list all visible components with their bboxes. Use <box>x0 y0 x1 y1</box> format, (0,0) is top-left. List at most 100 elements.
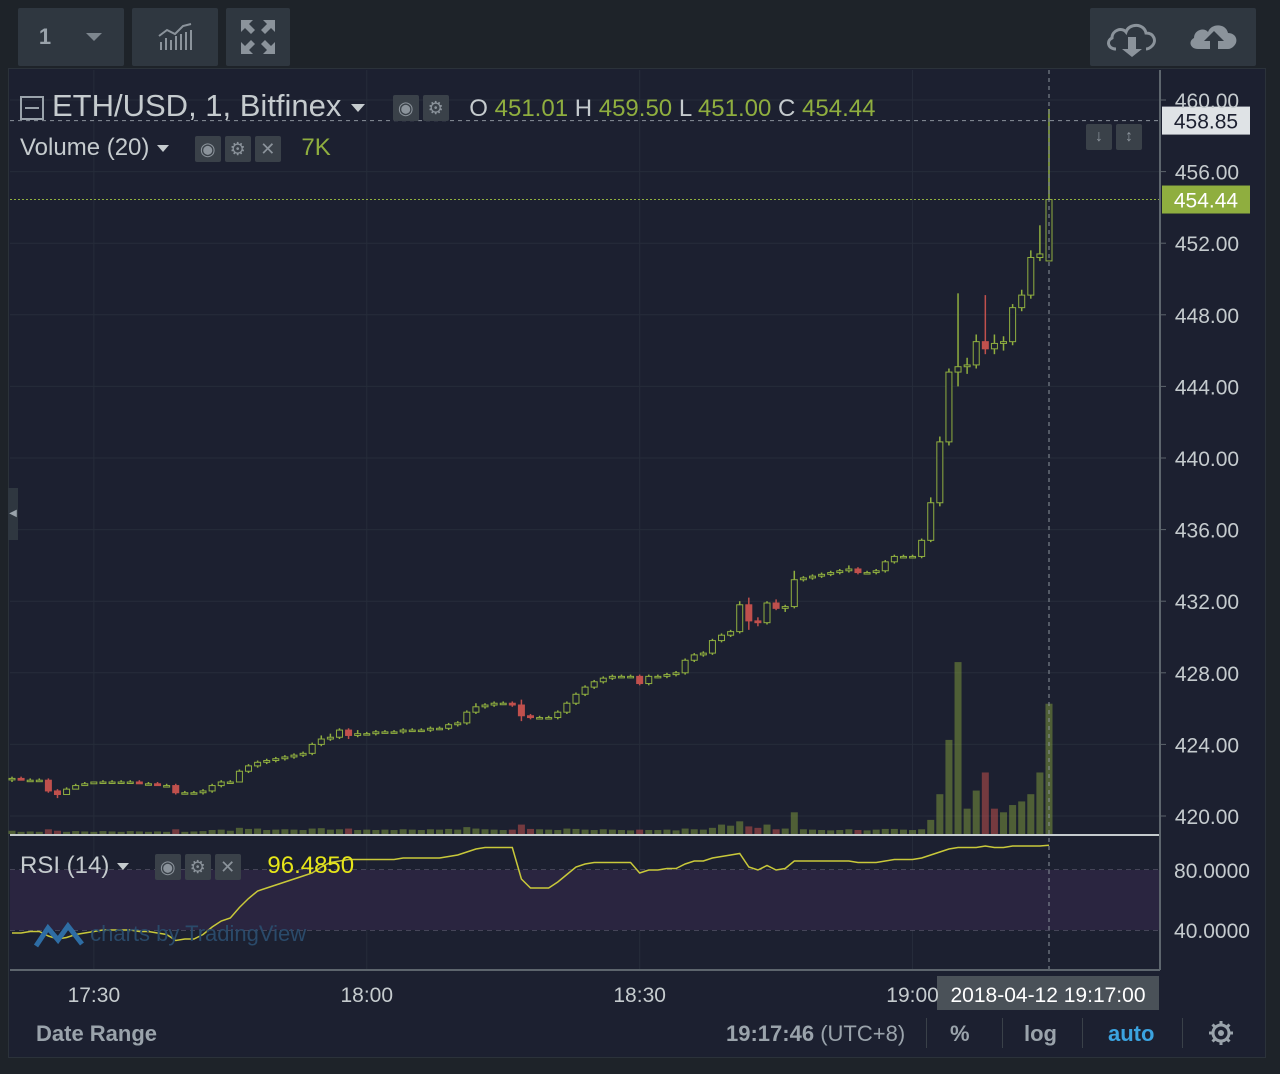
candle-body <box>8 777 16 781</box>
eye-icon[interactable]: ◉ <box>194 135 221 162</box>
candle-body <box>445 724 453 729</box>
volume-bar <box>426 829 434 834</box>
gear-icon[interactable]: ⚙ <box>422 94 449 121</box>
volume-title[interactable]: Volume (20) <box>20 134 150 161</box>
clock-tz[interactable]: (UTC+8) <box>820 1021 906 1046</box>
candle-body <box>226 781 234 784</box>
volume-bar <box>818 830 826 834</box>
gear-icon[interactable]: ⚙ <box>184 853 211 880</box>
candle-body <box>845 568 853 572</box>
fullscreen-button[interactable] <box>226 8 290 66</box>
candle <box>436 726 444 731</box>
candle <box>708 638 716 655</box>
candle <box>645 674 653 686</box>
rsi-title[interactable]: RSI (14) <box>20 852 110 879</box>
candle-body <box>836 570 844 574</box>
volume-bar <box>708 827 716 834</box>
candle <box>508 701 516 707</box>
volume-bar <box>381 829 389 834</box>
candle <box>417 728 425 733</box>
arrows-vertical-icon[interactable]: ↕ <box>1116 124 1142 150</box>
price-tick-label: 436.00 <box>1175 520 1239 543</box>
volume-bar <box>963 808 971 834</box>
volume-bar <box>527 828 534 834</box>
candle <box>981 295 989 355</box>
volume-bar <box>627 830 635 834</box>
candle-body <box>745 604 753 622</box>
candle <box>281 755 289 761</box>
candle <box>718 633 726 643</box>
candle-body <box>181 792 189 795</box>
volume-bar <box>727 825 735 834</box>
price-tick-label: 460.00 <box>1175 90 1239 113</box>
cloud-upload-icon[interactable] <box>1184 17 1244 57</box>
volume-bar <box>408 829 416 834</box>
indicators-icon <box>158 23 192 50</box>
volume-bar <box>399 829 407 834</box>
settings-gear-icon[interactable] <box>1208 1020 1234 1046</box>
open-value: 451.01 <box>494 95 569 122</box>
percent-toggle[interactable]: % <box>950 1021 970 1046</box>
volume-bar <box>654 830 662 834</box>
volume-bar <box>235 827 243 834</box>
log-toggle[interactable]: log <box>1024 1021 1057 1046</box>
volume-bar <box>217 829 225 834</box>
close-icon[interactable]: ✕ <box>254 135 281 162</box>
candle <box>627 674 635 679</box>
candle <box>954 293 962 387</box>
candle-body <box>736 604 744 633</box>
cloud-download-icon[interactable] <box>1102 17 1162 57</box>
volume-bar <box>918 829 926 834</box>
volume-bar <box>245 828 253 834</box>
volume-bar <box>190 831 198 834</box>
candle-body <box>536 717 544 720</box>
volume-bar <box>736 821 744 834</box>
volume-bar <box>690 829 698 834</box>
auto-toggle[interactable]: auto <box>1108 1021 1155 1046</box>
candle-body <box>499 702 507 706</box>
date-range-button[interactable]: Date Range <box>36 1021 158 1046</box>
collapse-sidebar-tab[interactable]: ◀ <box>8 488 18 540</box>
candle-body <box>718 634 726 642</box>
chevron-down-icon[interactable] <box>116 862 130 871</box>
eye-icon[interactable]: ◉ <box>154 853 181 880</box>
candle-body <box>517 704 525 717</box>
candle <box>781 604 789 612</box>
volume-bar <box>126 831 134 834</box>
interval-select[interactable]: 1 <box>18 8 124 66</box>
symbol-title[interactable]: ETH/USD, 1, Bitfinex <box>52 88 342 123</box>
volume-bar <box>499 830 507 834</box>
candle-body <box>199 790 207 794</box>
volume-bar <box>354 830 362 834</box>
volume-bar <box>663 829 671 834</box>
volume-bar <box>681 828 689 834</box>
candle-body <box>872 570 880 574</box>
volume-bar <box>254 828 262 834</box>
chevron-down-icon[interactable] <box>156 144 170 153</box>
volume-bar <box>899 829 907 834</box>
candle-body <box>909 555 917 559</box>
candle-body <box>627 675 635 679</box>
candle-body <box>345 729 353 736</box>
candle-body <box>636 675 644 685</box>
high-price-marker <box>1162 106 1250 135</box>
arrow-down-icon[interactable]: ↓ <box>1086 124 1112 150</box>
volume-bar <box>672 830 680 834</box>
candle <box>290 753 298 759</box>
close-value: 454.44 <box>802 95 876 122</box>
watermark: charts by TradingView <box>33 920 306 950</box>
high-price-marker-label: 458.85 <box>1174 111 1238 134</box>
chevron-down-icon[interactable] <box>350 103 366 113</box>
collapse-icon[interactable] <box>20 95 44 120</box>
candle-body <box>963 364 971 368</box>
indicators-button[interactable] <box>132 8 218 66</box>
candle <box>927 497 935 543</box>
close-icon[interactable]: ✕ <box>214 853 241 880</box>
scale-buttons: ↓ ↕ <box>1086 124 1146 150</box>
candle <box>845 565 853 573</box>
volume-bar <box>563 828 571 834</box>
candle-body <box>863 572 871 575</box>
gear-icon[interactable]: ⚙ <box>224 135 251 162</box>
eye-icon[interactable]: ◉ <box>392 94 419 121</box>
